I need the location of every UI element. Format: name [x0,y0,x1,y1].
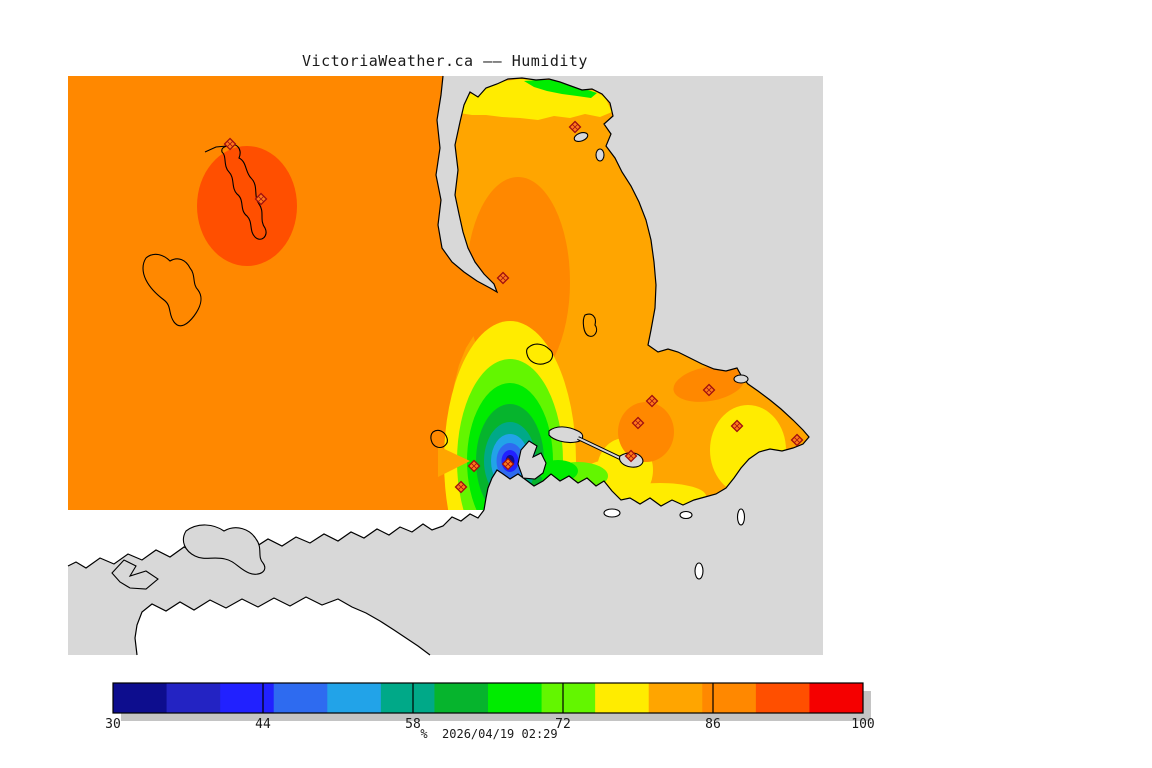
colorbar-band [434,683,489,713]
colorbar-band [166,683,221,713]
station-marker [645,394,659,408]
colorbar-caption: % 2026/04/19 02:29 [420,727,558,741]
page-title: VictoriaWeather.ca —— Humidity [302,52,588,70]
station-marker [730,419,744,433]
station-markers [223,120,804,494]
tip-green-strip [524,80,597,98]
station-marker [501,457,515,471]
northwest-max-oval [197,146,297,266]
south-coastline [67,509,485,569]
lake-small-ne [582,313,598,337]
elk-lake [526,343,554,365]
colorbar-tick-labels: 30 44 58 72 86 100 [105,717,875,732]
lake-small-west [430,429,448,448]
colorbar-border [112,682,864,714]
lake-nw-stream [204,145,228,153]
station-marker [702,383,716,397]
west-high-region [68,76,499,510]
colorbar-tick-label: 72 [555,717,571,732]
colorbar-band [327,683,382,713]
station-marker [223,137,237,151]
station-marker [624,449,638,463]
harbours-and-bays [517,131,749,480]
station-marker [631,416,645,430]
data-land-coastline [435,75,810,511]
colorbar-ticks [262,683,714,713]
station-marker [454,480,468,494]
colorbar-tick-label: 30 [105,717,121,732]
colorbar-band [648,683,703,713]
station-marker [496,271,510,285]
colorbar-band [809,683,864,713]
west-orange-wedge [438,446,470,477]
colorbar-band [755,683,810,713]
colorbar-band [380,683,435,713]
colorbar-band [273,683,328,713]
colorbar-tick-label: 86 [705,717,721,732]
colorbar-band [488,683,543,713]
peninsula-e-bay [595,148,605,162]
station-marker [790,433,804,447]
no-data-land [67,509,485,656]
sooke-basin-lake [182,524,266,575]
lake-nw [221,143,267,240]
islands-orange-blob-west [618,402,674,462]
colorbar-band [220,683,275,713]
peninsula-ne-bay [573,131,589,143]
colorbar-band [541,683,596,713]
lakes [142,143,598,448]
colorbar-band [595,683,650,713]
station-marker [467,459,481,473]
colorbar-band [702,683,757,713]
station-marker [254,192,268,206]
station-marker [568,120,582,134]
colorbar-bands [113,683,864,713]
islands-north-bay [733,374,749,384]
olympic-coastline [134,596,431,656]
colorbar-band [113,683,168,713]
colorbar: 30 44 58 72 86 100 [105,682,875,732]
colorbar-tick-label: 58 [405,717,421,732]
colorbar-tick-label: 100 [851,717,874,732]
sooke-inlet [111,559,159,590]
lake-west [142,253,202,327]
colorbar-tick-label: 44 [255,717,271,732]
esquimalt-harbour [517,440,547,480]
no-data-islands [603,508,746,580]
